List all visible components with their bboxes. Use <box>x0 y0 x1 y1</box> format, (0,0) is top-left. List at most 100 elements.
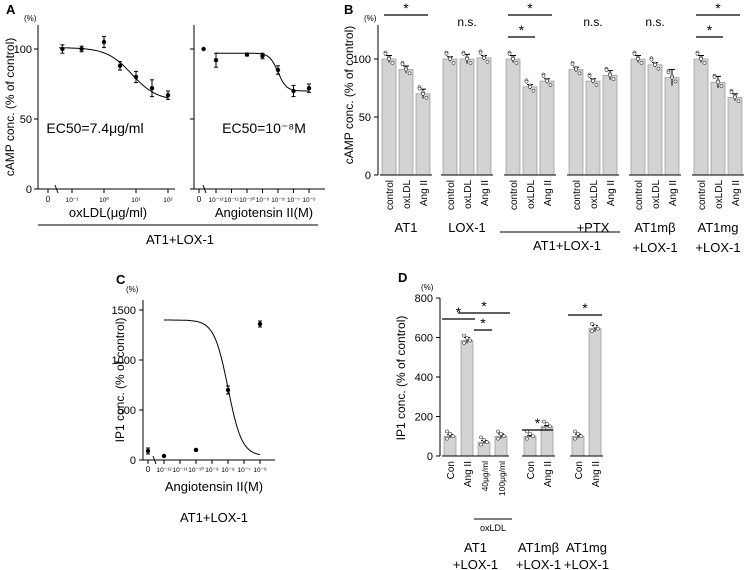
bar <box>568 69 584 176</box>
significance-mark: * <box>456 304 462 320</box>
replicate-point <box>653 62 657 67</box>
x-tick-label: 10⁻¹⁰ <box>188 466 204 474</box>
replicate-point <box>451 434 455 439</box>
replicate-point <box>468 61 473 65</box>
a-left-annotation: EC50=7.4μg/ml <box>46 120 143 136</box>
y-tick-label: 100 <box>14 44 32 56</box>
replicate-point <box>576 432 580 436</box>
a-group-label: AT1+LOX-1 <box>146 232 214 247</box>
replicate-point <box>593 324 597 329</box>
bar-label: oxLDL <box>589 180 600 209</box>
replicate-point <box>502 434 506 439</box>
a-right-annotation: EC50=10⁻⁸M <box>222 120 306 136</box>
bar <box>460 340 474 457</box>
significance-mark: * <box>535 415 541 431</box>
x-tick-label: 10¹ <box>131 197 141 204</box>
bar <box>459 58 475 176</box>
bar <box>442 58 458 176</box>
replicate-point <box>632 51 637 56</box>
replicate-point <box>542 419 546 424</box>
bar <box>540 426 554 457</box>
data-point <box>213 58 219 63</box>
bar-label: Ang II <box>668 180 679 206</box>
bar <box>710 81 726 176</box>
significance-mark: * <box>480 315 486 331</box>
replicate-point <box>499 432 503 436</box>
bar <box>664 77 680 176</box>
bar <box>381 58 397 176</box>
b-plot: 0 50 100 control oxLDL Ang II AT1 * control oxLDL… <box>353 0 744 255</box>
bar-label: 100μg/ml <box>497 461 507 496</box>
bar <box>415 93 431 176</box>
replicate-point <box>400 62 405 67</box>
replicate-point <box>611 77 616 81</box>
significance-mark: * <box>519 22 525 38</box>
panel-a-unit: (%) <box>24 14 37 23</box>
replicate-point <box>482 437 486 442</box>
replicate-point <box>712 75 717 79</box>
y-tick-label: 600 <box>415 333 433 345</box>
fit-curve <box>164 319 261 456</box>
data-point <box>291 88 296 94</box>
bar <box>585 80 601 176</box>
x-tick-label: 0 <box>146 465 151 474</box>
panel-a-ylabel: cAMP conc. (% of control) <box>3 38 17 177</box>
bar <box>647 64 663 176</box>
data-point <box>225 387 231 393</box>
replicate-point <box>465 336 469 340</box>
significance-mark: * <box>715 0 721 16</box>
group-label: AT1mβ <box>518 540 559 555</box>
a-left-xlabel: oxLDL(μg/ml) <box>69 205 147 220</box>
bar <box>476 57 492 176</box>
replicate-point <box>528 84 532 89</box>
replicate-point <box>594 83 599 87</box>
bar-label: control <box>697 180 708 210</box>
x-tick-label: 10² <box>163 197 173 204</box>
x-tick-label: 10⁻¹ <box>66 197 80 204</box>
a-right-xlabel: Angiotensin II(M) <box>215 205 313 220</box>
replicate-point <box>573 436 577 441</box>
panel-b-ylabel: cAMP conc. (% of control) <box>342 26 356 165</box>
replicate-point <box>421 91 425 96</box>
bar-label: Ang II <box>419 180 430 206</box>
replicate-point <box>417 86 422 91</box>
bar-label: Con <box>446 461 457 479</box>
x-tick-label: 10⁻⁹ <box>205 467 219 474</box>
bar <box>727 96 743 176</box>
replicate-point <box>462 341 466 345</box>
group-label: AT1 <box>464 540 487 555</box>
y-tick-label: 0 <box>26 184 32 196</box>
data-point <box>145 448 151 454</box>
replicate-point <box>531 434 535 439</box>
x-tick-label: 10⁻⁹ <box>256 197 270 204</box>
replicate-point <box>590 321 594 326</box>
x-tick-label: 0 <box>46 195 51 204</box>
replicate-point <box>478 50 483 55</box>
replicate-point <box>479 442 483 447</box>
bar-label: Ang II <box>543 180 554 206</box>
replicate-point <box>444 51 449 56</box>
replicate-point <box>716 80 720 85</box>
panel-b: B (%) cAMP conc. (% of control) 0 50 100 co… <box>342 0 744 255</box>
replicate-point <box>587 73 592 78</box>
bar-label: oxLDL <box>402 180 413 209</box>
significance-label: n.s. <box>583 15 602 29</box>
bar <box>588 328 602 457</box>
x-tick-label: 10⁻⁷ <box>287 197 301 204</box>
d-oxldl-label: oxLDL <box>480 523 506 533</box>
replicate-point <box>448 432 452 436</box>
bar <box>630 58 646 176</box>
x-tick-label: 10⁻¹⁰ <box>239 196 255 204</box>
replicate-point <box>541 73 546 78</box>
y-tick-label: 400 <box>415 372 433 384</box>
panel-b-label: B <box>344 2 353 17</box>
bar-label: Ang II <box>591 461 602 487</box>
x-tick-label: 10⁻⁸ <box>221 467 235 474</box>
bar-label: oxLDL <box>463 180 474 209</box>
data-point <box>244 52 250 57</box>
replicate-point <box>528 432 532 436</box>
data-point <box>165 93 171 98</box>
replicate-point <box>404 67 408 72</box>
group-label: AT1 <box>395 220 418 235</box>
replicate-point <box>390 61 395 65</box>
